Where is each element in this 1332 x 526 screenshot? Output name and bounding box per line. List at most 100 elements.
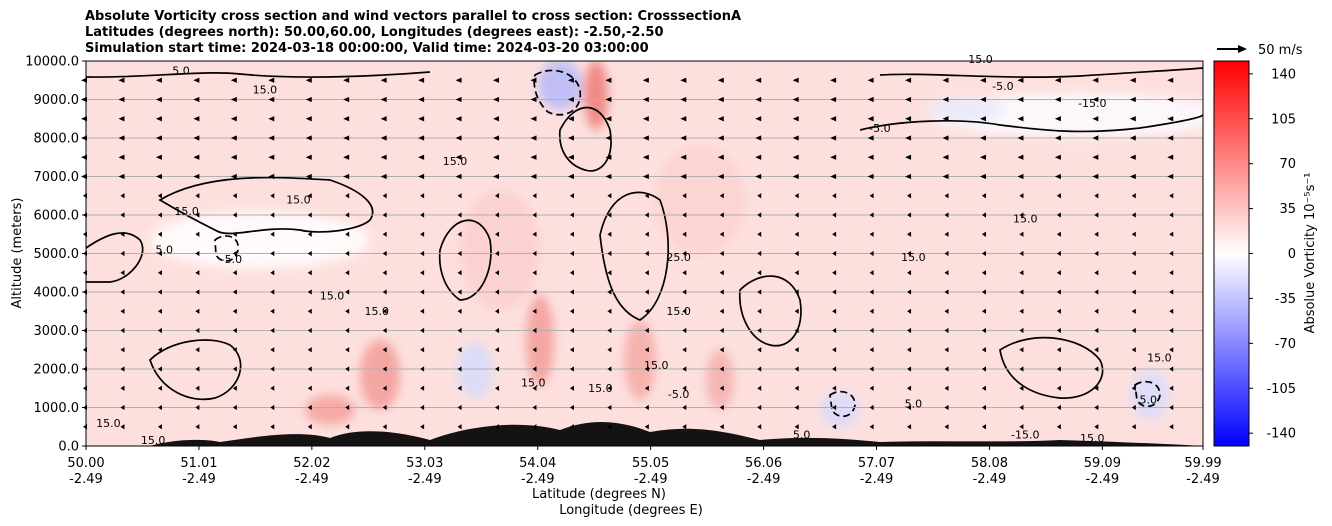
wind-vector: [118, 135, 125, 141]
wind-vector: [195, 250, 200, 257]
wind-vector: [305, 77, 312, 83]
wind-vector: [307, 347, 312, 353]
wind-vector: [680, 135, 687, 141]
contour-label: 15.0: [666, 305, 691, 318]
wind-vector: [869, 289, 874, 295]
wind-vector: [1094, 385, 1099, 391]
wind-vector: [270, 289, 275, 295]
wind-vector: [1056, 327, 1061, 334]
wind-vector: [944, 327, 949, 334]
wind-vector: [1129, 116, 1136, 122]
wind-vector: [382, 366, 387, 372]
y-tick-label: 7000.0: [34, 170, 80, 185]
wind-vector: [907, 250, 912, 257]
negative-contour-lines: [214, 69, 1161, 418]
wind-vector: [1167, 173, 1174, 180]
wind-vector: [420, 270, 425, 276]
wind-vector: [120, 347, 125, 353]
wind-vector: [979, 77, 986, 83]
wind-vector: [1094, 347, 1099, 353]
wind-vector: [270, 250, 275, 257]
contour-line: [859, 114, 1203, 133]
wind-vector: [495, 366, 500, 372]
x-axis-label-latitude: Latitude (degrees N): [532, 487, 666, 502]
contour-label: 15.0: [1147, 351, 1172, 364]
wind-vector: [942, 77, 949, 83]
wind-vector: [569, 289, 574, 295]
wind-vector: [907, 404, 912, 411]
wind-vector: [157, 385, 162, 391]
wind-vector: [307, 424, 312, 430]
wind-vector: [869, 366, 874, 372]
negative-vorticity-cell: [925, 98, 1005, 122]
wind-vector: [1094, 308, 1099, 314]
wind-vector: [1056, 404, 1061, 411]
wind-vector: [757, 289, 762, 295]
wind-vector: [418, 116, 425, 122]
wind-vector: [757, 327, 762, 334]
wind-vector: [1131, 212, 1136, 218]
wind-vector: [569, 424, 574, 430]
wind-vector: [832, 347, 837, 353]
wind-vector: [270, 193, 275, 199]
wind-vector: [380, 96, 387, 103]
wind-vector: [457, 212, 462, 218]
surface-contour-cluster: [86, 421, 1203, 446]
wind-vector: [457, 231, 462, 237]
contour-label: 15.0: [443, 155, 468, 168]
wind-vector: [794, 250, 799, 257]
vorticity-patch: [150, 212, 370, 268]
y-tick-label: 10000.0: [25, 55, 79, 70]
wind-vector: [757, 424, 762, 430]
wind-vector: [420, 366, 425, 372]
wind-vector: [493, 77, 500, 83]
wind-vector: [232, 366, 237, 372]
wind-vector: [382, 424, 387, 430]
quiver-key-arrowhead: [1238, 45, 1247, 53]
wind-vector: [682, 366, 687, 372]
wind-vector: [832, 212, 837, 218]
wind-vector: [757, 366, 762, 372]
wind-vector: [495, 289, 500, 295]
wind-vector: [869, 193, 874, 199]
wind-vector: [193, 135, 200, 141]
wind-vector: [907, 193, 912, 199]
wind-vector: [1094, 193, 1099, 199]
wind-vector: [907, 327, 912, 334]
wind-vector: [757, 193, 762, 199]
vorticity-patch: [655, 145, 745, 255]
wind-vector: [1169, 366, 1174, 372]
wind-vector: [869, 231, 874, 237]
wind-vector: [832, 193, 837, 199]
wind-vector: [457, 385, 462, 391]
wind-vector: [717, 116, 724, 122]
wind-vector: [680, 173, 687, 180]
wind-vector: [1056, 347, 1061, 353]
wind-vector: [907, 347, 912, 353]
wind-vector: [642, 173, 649, 180]
wind-vector: [157, 327, 162, 334]
x-tick-label-lon: -2.49: [860, 472, 894, 487]
wind-vector: [869, 424, 874, 430]
wind-vector: [607, 366, 612, 372]
chart-title-line-1: Absolute Vorticity cross section and win…: [85, 9, 742, 24]
wind-vector: [794, 212, 799, 218]
wind-vector: [644, 270, 649, 276]
wind-vector: [230, 154, 237, 160]
wind-vector: [455, 116, 462, 122]
x-tick-label-lon: -2.49: [1186, 472, 1220, 487]
x-tick-label-lat: 52.02: [293, 456, 330, 471]
wind-vector: [717, 77, 724, 83]
wind-vector: [345, 270, 350, 276]
colorbar-tick-label: 70: [1279, 157, 1296, 172]
wind-vector: [418, 135, 425, 141]
wind-vector: [343, 173, 350, 180]
wind-vector: [1056, 270, 1061, 276]
wind-vector: [792, 77, 799, 83]
positive-vorticity-cell: [624, 320, 656, 400]
wind-vector: [867, 173, 874, 180]
contour-label: -15.0: [1078, 97, 1106, 110]
wind-vector: [869, 327, 874, 334]
wind-vector: [1131, 366, 1136, 372]
wind-vector: [605, 96, 612, 103]
